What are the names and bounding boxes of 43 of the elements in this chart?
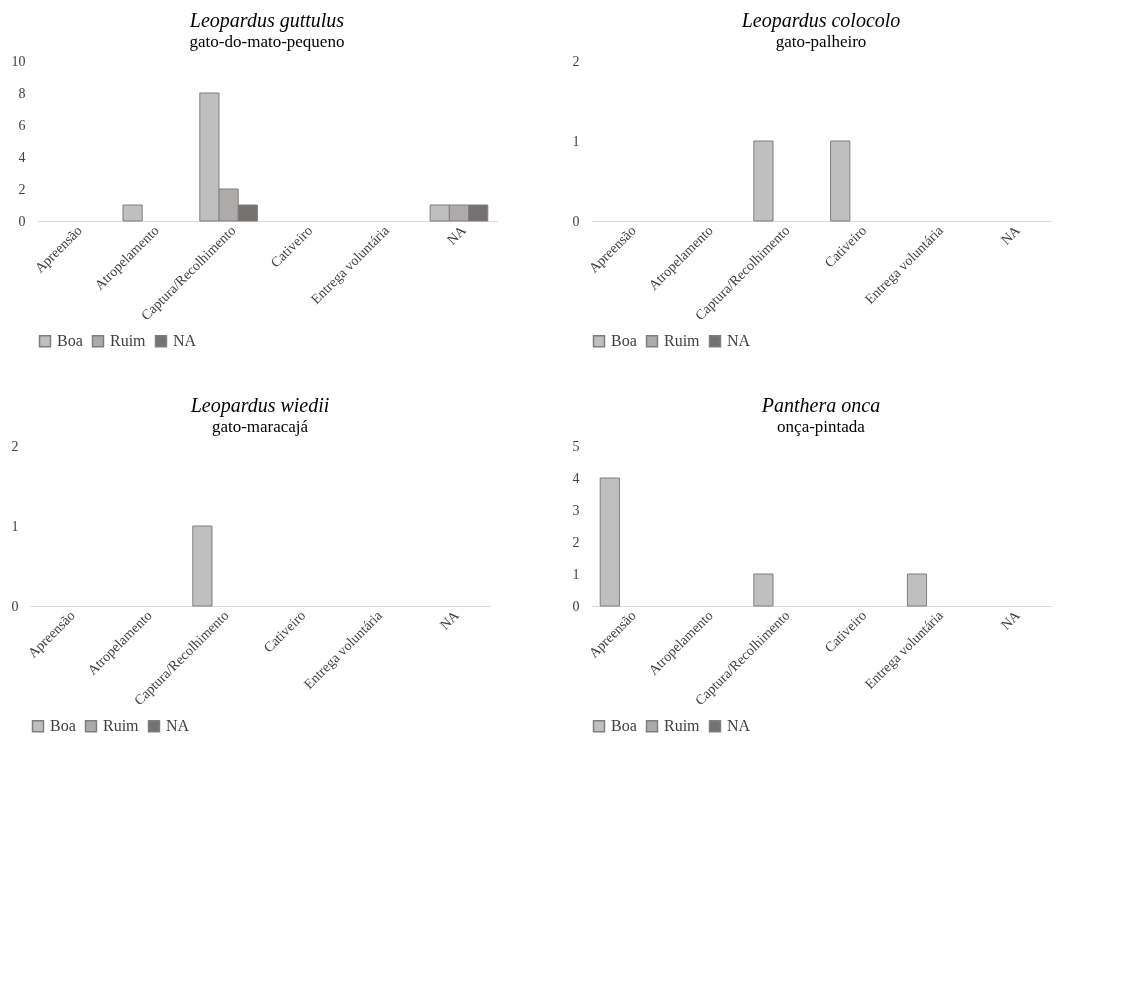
legend-label: Ruim <box>103 717 140 735</box>
chart-title: Leopardus colocolo <box>740 9 901 32</box>
bar <box>122 204 143 222</box>
x-tick-label: NA <box>436 607 463 633</box>
legend-label: Boa <box>611 717 637 735</box>
y-tick-label: 2 <box>11 438 19 454</box>
y-tick-label: 1 <box>572 566 580 582</box>
chart-subtitle: gato-maracajá <box>211 417 309 436</box>
y-tick-label: 0 <box>572 598 580 614</box>
y-tick-label: 5 <box>572 438 580 454</box>
x-tick-label: NA <box>997 607 1024 633</box>
legend-label: NA <box>166 717 190 735</box>
legend-label: Boa <box>611 332 637 350</box>
chart-subtitle: onça-pintada <box>777 417 866 436</box>
y-tick-label: 3 <box>572 502 580 518</box>
x-tick-label: NA <box>443 222 470 248</box>
legend-label: NA <box>173 332 197 350</box>
legend-label: Ruim <box>664 332 701 350</box>
chart-title: Panthera onca <box>760 394 881 416</box>
legend-label: Ruim <box>110 332 147 350</box>
y-tick-label: 4 <box>572 470 580 486</box>
y-tick-label: 6 <box>18 117 26 133</box>
y-tick-label: 2 <box>18 181 26 197</box>
y-tick-label: 4 <box>18 149 26 165</box>
legend-label: Boa <box>50 717 76 735</box>
y-tick-label: 0 <box>572 213 580 229</box>
y-tick-label: 2 <box>572 534 580 550</box>
chart-title: Leopardus wiedii <box>189 394 330 417</box>
legend-label: NA <box>727 332 751 350</box>
legend-label: NA <box>727 717 751 735</box>
y-tick-label: 0 <box>18 213 26 229</box>
x-tick-label: NA <box>997 222 1024 248</box>
y-tick-label: 1 <box>572 133 580 149</box>
chart-title: Leopardus guttulus <box>188 9 345 32</box>
chart-subtitle: gato-palheiro <box>775 32 867 51</box>
y-tick-label: 2 <box>572 53 580 69</box>
chart-subtitle: gato-do-mato-pequeno <box>189 32 345 51</box>
y-tick-label: 10 <box>11 53 26 69</box>
y-tick-label: 1 <box>11 518 19 534</box>
legend-label: Ruim <box>664 717 701 735</box>
y-tick-label: 0 <box>11 598 19 614</box>
y-tick-label: 8 <box>18 85 26 101</box>
legend-label: Boa <box>57 332 83 350</box>
